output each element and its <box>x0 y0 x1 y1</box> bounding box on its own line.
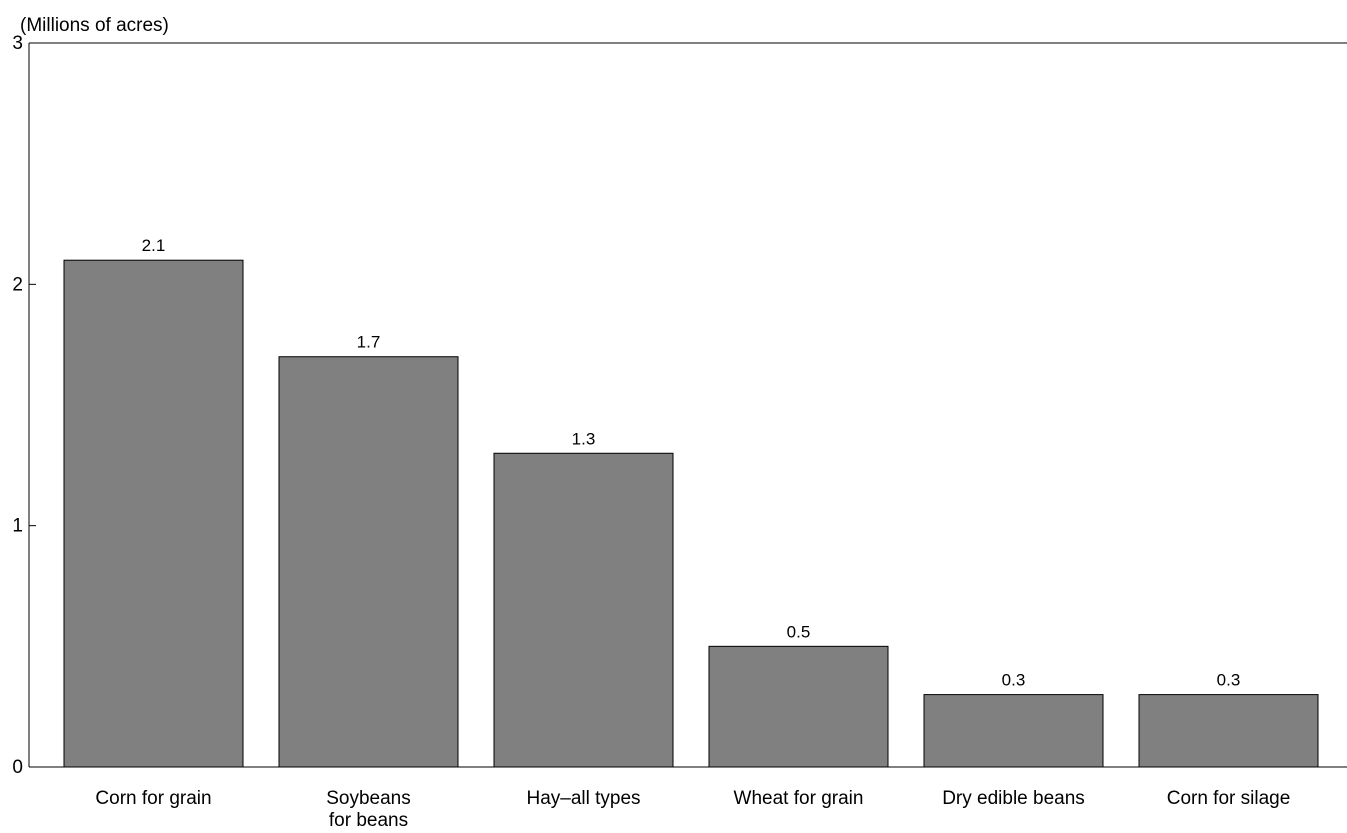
bar <box>1138 694 1319 768</box>
bar <box>63 259 244 768</box>
data-label: 2.1 <box>142 236 166 255</box>
data-label: 0.3 <box>1217 671 1241 690</box>
bar <box>923 694 1104 768</box>
y-axis-label: (Millions of acres) <box>20 15 169 36</box>
bar <box>708 645 889 768</box>
y-tick-label: 0 <box>12 757 23 778</box>
bar <box>493 452 674 768</box>
data-label: 0.3 <box>1002 671 1026 690</box>
x-tick-label: Dry edible beans <box>942 788 1085 809</box>
x-tick-label: Soybeans for beans <box>326 788 411 831</box>
y-tick-label: 2 <box>12 274 23 295</box>
x-tick-label: Corn for grain <box>95 788 211 809</box>
x-tick-label: Wheat for grain <box>734 788 864 809</box>
chart-bars <box>63 259 1319 768</box>
x-tick-label: Corn for silage <box>1167 788 1291 809</box>
y-tick-label: 3 <box>12 33 23 54</box>
chart-axes: 0 1 2 3 <box>12 33 1347 778</box>
data-label: 1.3 <box>572 429 596 448</box>
x-tick-label: Hay–all types <box>526 788 640 809</box>
data-label: 0.5 <box>787 622 811 641</box>
chart-labels: 2.1 Corn for grain 1.7 Soybeans for beans 1.3… <box>95 236 1290 831</box>
y-tick-label: 1 <box>12 516 23 537</box>
bar <box>278 356 459 768</box>
data-label: 1.7 <box>357 333 381 352</box>
